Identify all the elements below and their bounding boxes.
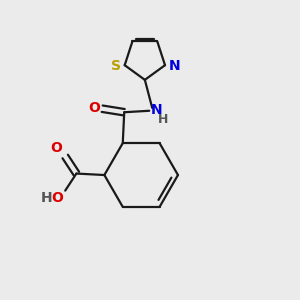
Text: N: N	[151, 103, 163, 117]
Text: H: H	[41, 191, 53, 205]
Text: S: S	[111, 59, 121, 73]
Text: O: O	[88, 101, 100, 115]
Text: O: O	[50, 141, 62, 155]
Text: N: N	[169, 59, 180, 73]
Text: O: O	[51, 191, 63, 205]
Text: H: H	[158, 113, 169, 126]
